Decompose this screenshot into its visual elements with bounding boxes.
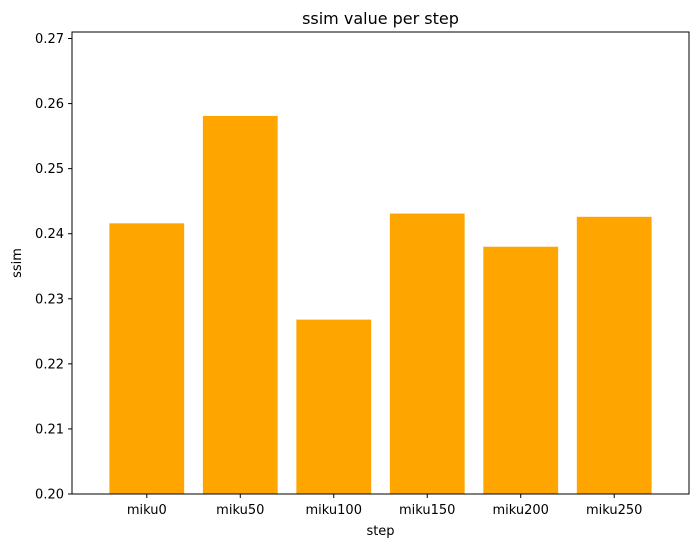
x-tick-label: miku200 (492, 503, 548, 518)
y-axis-ticks: 0.20 0.21 0.22 0.23 0.24 0.25 0.26 0.27 (35, 32, 72, 503)
bar-miku150 (389, 213, 465, 495)
bar-miku0 (109, 223, 185, 494)
y-tick-label: 0.22 (35, 357, 64, 372)
chart-title: ssim value per step (302, 9, 459, 28)
x-tick-label: miku0 (127, 503, 167, 518)
bar-miku100 (296, 319, 372, 494)
y-tick-label: 0.21 (35, 422, 64, 437)
y-tick-label: 0.25 (35, 162, 64, 177)
x-tick-label: miku250 (586, 503, 642, 518)
bars-group (109, 115, 652, 495)
x-axis-label: step (366, 524, 394, 539)
bar-miku250 (576, 216, 652, 495)
y-tick-label: 0.23 (35, 292, 64, 307)
y-tick-label: 0.27 (35, 32, 64, 47)
y-tick-label: 0.24 (35, 227, 64, 242)
y-tick-label: 0.26 (35, 97, 64, 112)
x-tick-label: miku150 (399, 503, 455, 518)
x-tick-label: miku100 (306, 503, 362, 518)
bar-miku200 (483, 246, 559, 494)
y-tick-label: 0.20 (35, 488, 64, 503)
x-tick-label: miku50 (216, 503, 264, 518)
y-axis-label: ssim (10, 248, 25, 278)
x-axis-ticks: miku0 miku50 miku100 miku150 miku200 miku250 (127, 494, 642, 518)
bar-miku50 (202, 115, 278, 494)
plot-frame (71, 31, 690, 495)
